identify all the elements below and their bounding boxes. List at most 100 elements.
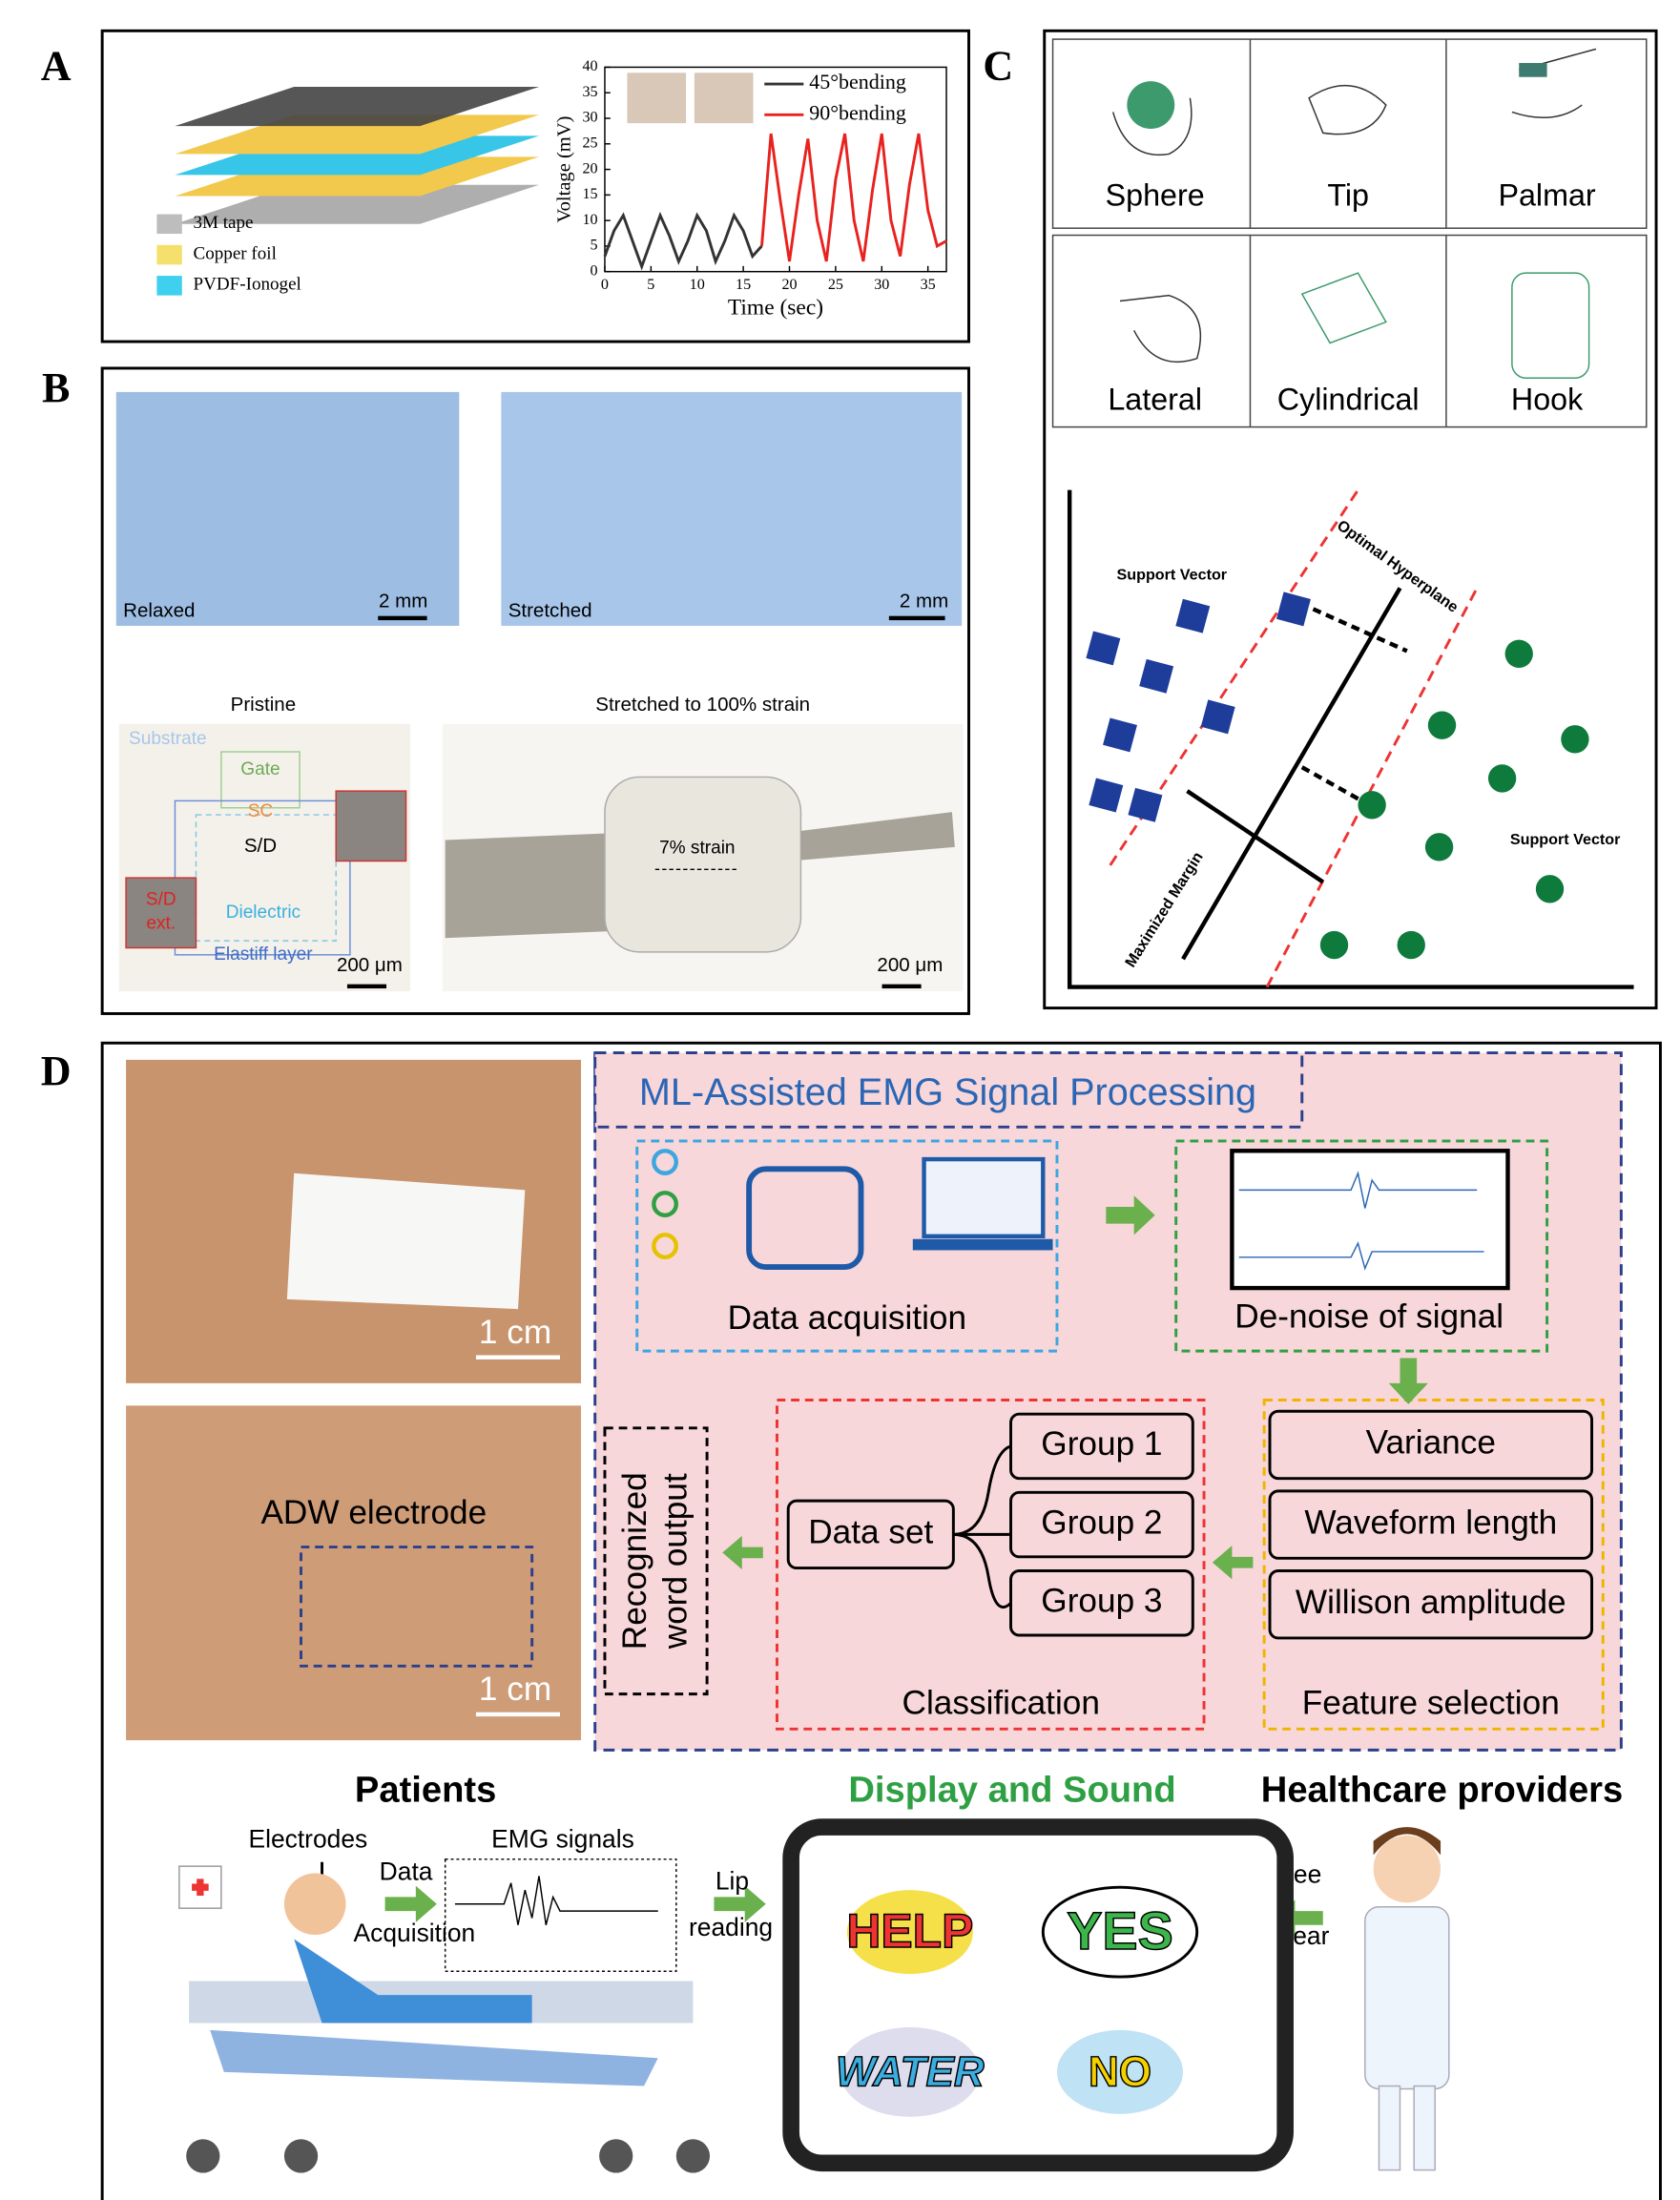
step-label: Classification — [902, 1685, 1100, 1722]
y-tick-label: 0 — [591, 262, 598, 279]
panel-d-g-path — [384, 1885, 437, 1922]
svm-diagram-polyline — [1067, 489, 1634, 989]
scale-bar-label: 1 cm — [479, 1671, 551, 1708]
panel-d-ellipse — [1041, 1885, 1199, 1979]
feature: Willison amplitude — [1296, 1584, 1566, 1621]
panel-d-rect — [126, 1405, 582, 1741]
panel-d-polygon — [286, 1173, 526, 1310]
svm-diagram-g-circle — [1358, 791, 1386, 820]
panel-d-rect — [922, 1156, 1046, 1238]
legend-label: 3M tape — [194, 213, 254, 233]
y-tick-label: 35 — [583, 84, 598, 100]
panel-d-rect — [1174, 1139, 1549, 1353]
patient-illustration-circle — [675, 2139, 711, 2173]
panel-b: Relaxed Stretched 2 mm 2 mm Pristine Str… — [100, 366, 970, 1015]
group-title: Patients — [355, 1769, 496, 1810]
panel-d-g-path — [1106, 1195, 1155, 1235]
svm-diagram-line — [1186, 789, 1325, 884]
panel-d-rect — [300, 1546, 534, 1668]
panel-b-rect — [346, 984, 387, 989]
data-line — [603, 211, 763, 271]
panel-d-g — [384, 1195, 1428, 1937]
panel-c: Sphere Tip Palmar Lateral Cylindrical Ho… — [1043, 29, 1658, 1010]
svm-diagram-g-circle — [1504, 639, 1533, 668]
panel-c-g-rect — [1051, 38, 1648, 229]
layer-label: Dielectric — [226, 903, 301, 923]
svm-diagram-g-circle — [1561, 725, 1589, 754]
grasp-label: Cylindrical — [1277, 383, 1420, 417]
output-label: Recognized — [616, 1472, 653, 1650]
legend-label: 90°bending — [809, 100, 906, 124]
step-label: De-noise of signal — [1234, 1298, 1504, 1336]
layer-label: Substrate — [129, 729, 207, 749]
group-label: Group 1 — [1041, 1425, 1162, 1463]
annotation: Support Vector — [1117, 566, 1228, 583]
panel-d-rect — [1268, 1409, 1594, 1481]
svm-diagram-line — [1300, 765, 1371, 807]
panel-b-rect — [378, 615, 427, 621]
panel-b-rect — [125, 877, 197, 949]
doctor-illustration-circle — [1373, 1835, 1441, 1903]
panel-c-g-rect — [1051, 234, 1648, 428]
x-tick-label: 5 — [647, 277, 654, 293]
layer-label: Elastiff layer — [214, 944, 313, 965]
annotation: Maximized Margin — [1122, 849, 1207, 970]
group-label: Group 2 — [1041, 1504, 1162, 1541]
annotation: Electrodes — [248, 1825, 367, 1854]
panel-label: A — [41, 42, 72, 89]
panel-a-rect — [694, 73, 754, 124]
diagram-title: ML-Assisted EMG Signal Processing — [639, 1071, 1256, 1113]
panel-d-rect — [593, 1051, 1304, 1129]
svm-diagram-g-circle — [1319, 930, 1349, 960]
panel-c-rect — [1519, 63, 1547, 77]
panel-d-circle — [652, 1149, 679, 1175]
annotation: reading — [689, 1913, 773, 1941]
svm-diagram-g-rect — [1139, 658, 1174, 694]
svm-diagram-g-circle — [1424, 833, 1454, 861]
group-title: Display and Sound — [848, 1769, 1175, 1810]
panel-d-path — [454, 1876, 658, 1925]
panel-b-polygon — [783, 812, 955, 861]
panel-d-rect — [603, 1426, 709, 1696]
panel-label: B — [42, 364, 70, 411]
svm-diagram: Support Vector Support Vector Optimal Hy… — [1067, 488, 1634, 989]
panel-b-rect — [195, 814, 337, 942]
photo-label: ADW electrode — [260, 1494, 487, 1531]
panel-a-rect — [156, 244, 182, 265]
svm-diagram-g-rect — [1276, 592, 1311, 627]
panel-d-ellipse — [840, 2026, 981, 2117]
annotation: Lip — [716, 1867, 749, 1896]
plot-frame — [604, 66, 947, 273]
feature: Waveform length — [1304, 1504, 1557, 1541]
panel-c-circle — [1127, 81, 1175, 130]
patient-illustration-circle — [283, 1873, 346, 1936]
svm-diagram-line — [1312, 607, 1408, 654]
layer-label: ext. — [146, 914, 176, 934]
panel-c-rect — [1511, 272, 1590, 379]
svm-diagram-g-circle — [1535, 875, 1565, 903]
scale-bar-label: 1 cm — [479, 1314, 551, 1351]
panel-c-path — [1119, 294, 1201, 363]
panel-b-rect — [881, 984, 922, 989]
panel-d-ellipse — [1056, 2029, 1184, 2114]
panel-d-rect — [1268, 1489, 1594, 1560]
y-tick-label: 5 — [591, 238, 598, 254]
layer-label: S/D — [146, 890, 176, 910]
grasp-label: Lateral — [1108, 383, 1202, 417]
photo-title: Stretched to 100% strain — [595, 694, 810, 716]
y-tick-label: 20 — [583, 160, 598, 176]
panel-b-rect — [220, 751, 301, 809]
doctor-illustration-rect — [1378, 2085, 1401, 2171]
layer-stack-polygon — [175, 86, 539, 127]
panel-b-rect — [335, 790, 407, 862]
panel-c-path — [1111, 97, 1193, 156]
panel-b-rect — [100, 366, 970, 1015]
grasp-label: Sphere — [1106, 177, 1205, 212]
y-tick-label: 15 — [583, 186, 598, 202]
annotation: EMG signals — [491, 1825, 634, 1854]
panel-c-rect — [1043, 29, 1658, 1010]
photo-title: Pristine — [231, 694, 296, 716]
feature: Variance — [1366, 1424, 1496, 1462]
scale-bar-label: 2 mm — [379, 590, 427, 612]
dataset-label: Data set — [808, 1514, 933, 1551]
